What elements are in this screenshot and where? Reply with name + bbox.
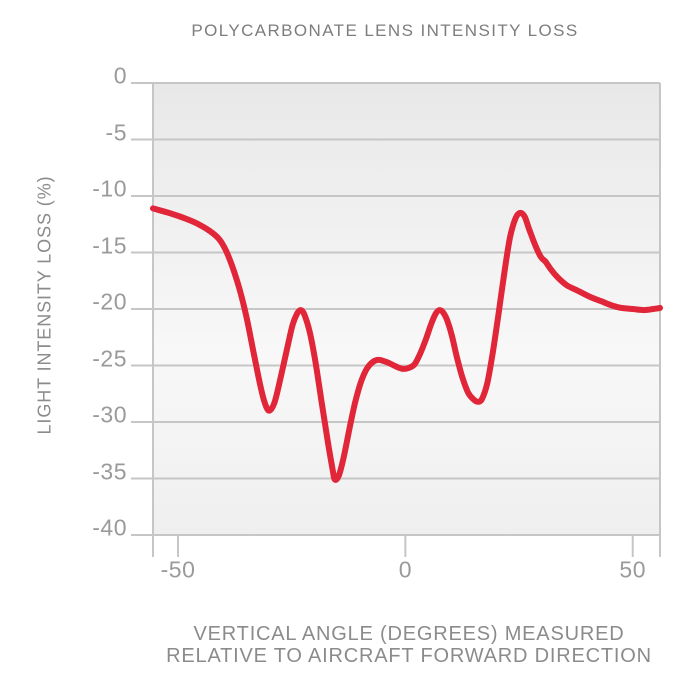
y-tick-label: -15 — [92, 232, 127, 258]
x-axis-ticks — [177, 535, 634, 557]
axis-border-lines — [152, 83, 661, 557]
x-axis-title-line1: VERTICAL ANGLE (DEGREES) MEASURED — [193, 623, 625, 645]
x-axis-title: VERTICAL ANGLE (DEGREES) MEASURED RELATI… — [119, 623, 699, 667]
chart-title: POLYCARBONATE LENS INTENSITY LOSS — [191, 21, 579, 40]
x-tick-label: -50 — [160, 556, 196, 583]
y-tick-label: 0 — [113, 62, 127, 89]
x-axis-title-line2: RELATIVE TO AIRCRAFT FORWARD DIRECTION — [166, 645, 652, 667]
data-line-polycarbonate — [150, 205, 663, 483]
y-tick-label: -25 — [92, 345, 127, 371]
y-tick-label: -40 — [92, 514, 127, 541]
y-tick-label: -10 — [92, 175, 127, 202]
x-tick-label: 50 — [619, 556, 646, 583]
y-tick-label: -30 — [92, 401, 127, 428]
y-tick-label: -5 — [105, 119, 127, 145]
x-tick-label: 0 — [398, 556, 413, 583]
y-tick-label: -20 — [92, 288, 127, 315]
y-tick-label: -35 — [92, 458, 127, 484]
